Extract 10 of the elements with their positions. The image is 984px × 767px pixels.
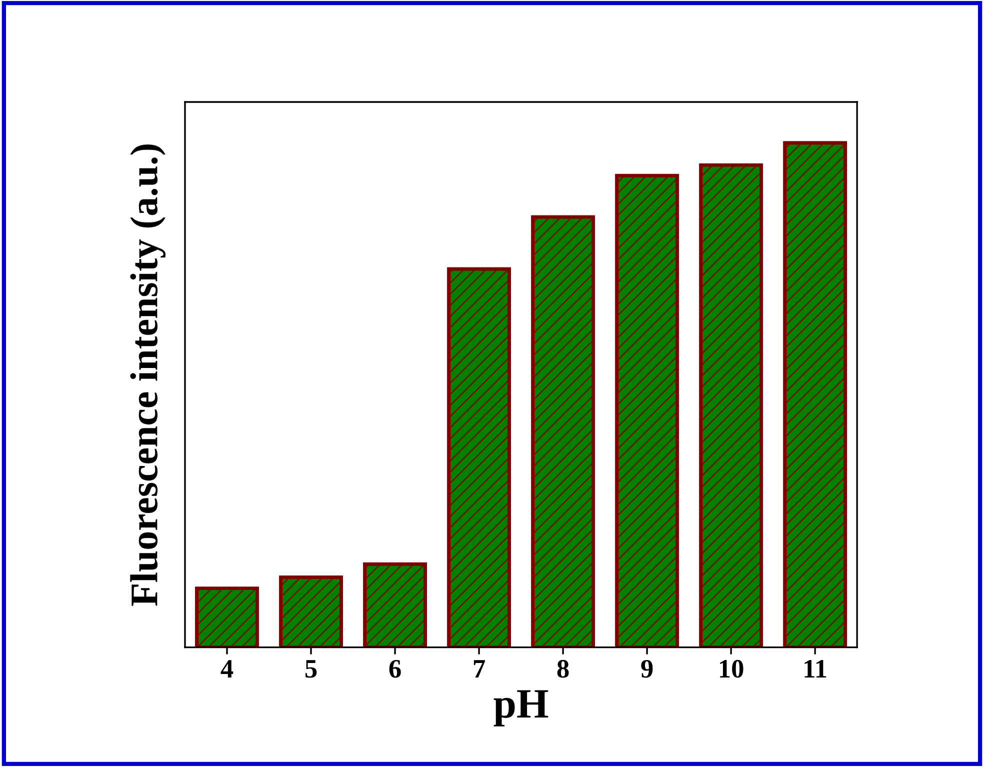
x-tick-label: 7 [474,660,485,678]
x-tick-label: 11 [804,660,826,678]
x-tick-label: 6 [389,660,401,678]
x-tick-label: 10 [720,660,744,678]
x-tick-label: 5 [305,660,317,678]
x-axis-title: pH [494,690,548,726]
x-tick-label: 8 [557,660,569,678]
y-axis-title: Fluorescence intensity (a.u.) [130,144,166,606]
x-tick-label: 9 [641,660,653,678]
x-tick-label: 4 [220,660,234,678]
